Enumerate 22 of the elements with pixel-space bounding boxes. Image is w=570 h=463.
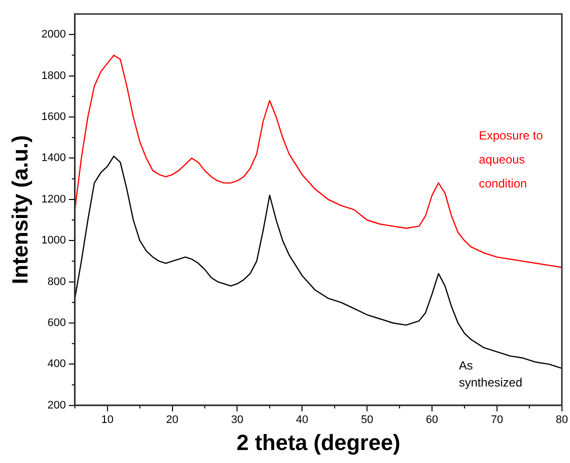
x-tick-label: 30 bbox=[231, 414, 244, 426]
x-tick-label: 70 bbox=[490, 414, 504, 426]
y-tick-label: 1000 bbox=[41, 234, 66, 247]
y-tick-label: 600 bbox=[48, 317, 66, 330]
y-tick-label: 1600 bbox=[41, 111, 66, 124]
y-tick-label: 2000 bbox=[41, 28, 66, 41]
x-tick-label: 80 bbox=[556, 414, 568, 426]
y-tick-label: 1200 bbox=[41, 193, 66, 206]
y-tick-label: 1800 bbox=[41, 70, 66, 82]
x-tick-label: 60 bbox=[426, 414, 438, 426]
x-tick-label: 10 bbox=[101, 414, 114, 426]
y-axis-title: Intensity (a.u.) bbox=[7, 135, 32, 284]
series-label: As synthesized bbox=[458, 358, 522, 390]
y-tick-label: 400 bbox=[48, 358, 66, 370]
text: Exposure to aqueous condition bbox=[478, 128, 544, 191]
x-tick-label: 40 bbox=[296, 414, 308, 426]
y-tick-label: 200 bbox=[48, 399, 66, 412]
x-axis-title: 2 theta (degree) bbox=[236, 430, 400, 455]
x-tick-label: 50 bbox=[360, 414, 374, 426]
x-tick-label: 20 bbox=[166, 414, 178, 426]
y-tick-label: 800 bbox=[48, 276, 66, 288]
y-tick-label: 1400 bbox=[41, 152, 66, 164]
